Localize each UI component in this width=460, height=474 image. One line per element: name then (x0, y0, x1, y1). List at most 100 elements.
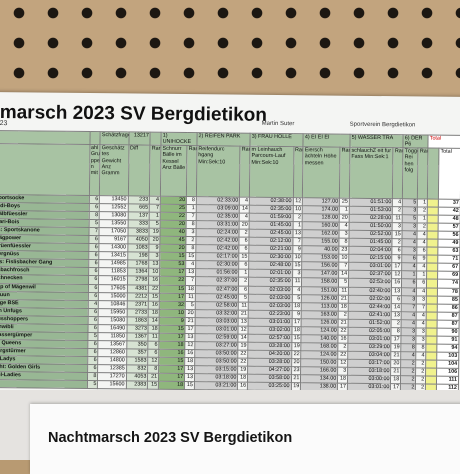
cell-diff: 2371 (126, 300, 149, 309)
cell-p1r: 4 (185, 260, 196, 270)
cell-p1r: 15 (184, 381, 195, 390)
sub-rank: Rang (149, 145, 162, 197)
cell-p1r: 7 (185, 276, 196, 286)
cell-p2r: 18 (237, 374, 248, 383)
cell-p1r: 1 (186, 204, 197, 213)
cell-highlight (427, 239, 439, 248)
sub-total: Total (438, 148, 460, 200)
cell-p5r: 13 (391, 311, 402, 320)
cell-diff: 4053 (126, 372, 148, 382)
cell-rank: 16 (148, 300, 160, 309)
header-estimate-value: 13217 (128, 131, 151, 146)
cell-est: 17050 (99, 227, 128, 237)
cell-p2r: 2 (239, 229, 250, 238)
cell-total: 111 (436, 376, 459, 385)
cell-est: 15000 (98, 292, 128, 301)
cell-g: 6 (87, 324, 99, 333)
cell-p4r: 25 (339, 198, 350, 207)
cell-total: 104 (436, 360, 459, 369)
cell-p5r: 12 (392, 271, 402, 280)
cell-p1r: 8 (186, 196, 197, 205)
cell-p3r: 2 (292, 213, 303, 222)
cell-p4r: 2 (338, 310, 349, 319)
cell-p3r: 10 (292, 253, 303, 263)
cell-est: 17605 (98, 284, 128, 293)
cell-p6: 4 (401, 311, 417, 320)
cell-p6: 4 (401, 319, 417, 328)
cell-total: 91 (436, 335, 459, 345)
cell-rank: 12 (147, 357, 159, 366)
cell-p1: 17 (158, 373, 185, 382)
cell-p6: 4 (402, 230, 418, 240)
cell-rank: 19 (149, 228, 161, 237)
cell-total: 103 (436, 352, 459, 361)
cell-g: 6 (87, 284, 99, 293)
cell-highlight (426, 303, 438, 312)
cell-p6r: 3 (416, 295, 427, 304)
cell-p3r: 3 (292, 270, 303, 279)
cell-p3r: 23 (291, 366, 301, 375)
cell-rank: 10 (148, 268, 160, 277)
sub-post5-rank: Rang (392, 147, 404, 199)
cell-highlight (426, 319, 438, 328)
sub-post1-rank: Rang (186, 145, 197, 197)
cell-p1r: 5 (185, 301, 196, 310)
cell-p1: 15 (158, 357, 185, 366)
cell-p6: 3 (402, 206, 418, 216)
cell-highlight (426, 255, 438, 264)
cell-p3r: 9 (291, 310, 302, 319)
cell-g: 6 (87, 340, 99, 349)
cell-est: 12860 (98, 348, 127, 357)
cell-p4r: 21 (338, 318, 349, 327)
cell-p3r: 17 (291, 318, 302, 327)
cell-p4r: 8 (339, 238, 350, 247)
cell-rank: 22 (148, 284, 160, 293)
cell-p6r: 6 (416, 279, 427, 288)
cell-g: 5 (88, 219, 100, 228)
cell-p5r: 2 (392, 238, 403, 248)
cell-p4r: 5 (338, 278, 349, 287)
cell-rank: 21 (147, 373, 159, 382)
cell-p6: 2 (400, 367, 417, 376)
cell-p6r: 1 (416, 271, 427, 280)
cell-p6r: 3 (416, 327, 427, 336)
cell-p6: 4 (402, 239, 418, 248)
header-post2: 2) REIFEN PARK (196, 132, 251, 147)
cell-total: 67 (437, 263, 460, 272)
cell-p3r: 18 (291, 302, 302, 311)
cell-total: 57 (438, 223, 460, 232)
cell-p1r: 13 (184, 365, 195, 374)
cell-p6: 2 (400, 375, 416, 385)
cell-p2r: 15 (239, 253, 249, 262)
cell-p5r: 13 (391, 287, 402, 296)
cell-rank: 4 (149, 196, 161, 205)
cell-total: 87 (437, 311, 460, 321)
cell-p5r: 17 (391, 335, 402, 344)
cell-g: 6 (88, 275, 99, 285)
cell-total: 78 (437, 287, 460, 296)
header-team (0, 130, 90, 145)
cell-p3r: 15 (292, 262, 303, 271)
cell-total: 86 (437, 303, 460, 313)
table-subheader-row: ahl Gru ppe n mit Geschätz tes Gewicht A… (0, 143, 460, 200)
cell-p1: 25 (160, 204, 187, 213)
cell-total: 49 (437, 239, 460, 248)
cell-p1: 22 (160, 212, 187, 221)
cell-diff: 4050 (127, 236, 150, 245)
cell-p1: 17 (159, 292, 186, 302)
cell-p1r: 11 (185, 293, 196, 302)
cell-est: 14300 (99, 243, 128, 253)
cell-p6: 5 (402, 198, 418, 207)
cell-p6r: 1 (417, 215, 428, 224)
cell-g: 5 (86, 380, 98, 389)
cell-p1: 20 (160, 196, 187, 205)
cell-p5r: 2 (392, 206, 403, 215)
cell-est: 10846 (98, 300, 127, 309)
cell-highlight (425, 359, 437, 369)
cell-rank: 3 (149, 252, 160, 261)
cell-highlight (426, 287, 438, 296)
cell-total: 71 (437, 255, 460, 264)
cell-p6r: 4 (416, 311, 427, 320)
sub-post4-rank: Rang (339, 147, 350, 199)
header-post6: 6) DER P6 (403, 134, 429, 149)
